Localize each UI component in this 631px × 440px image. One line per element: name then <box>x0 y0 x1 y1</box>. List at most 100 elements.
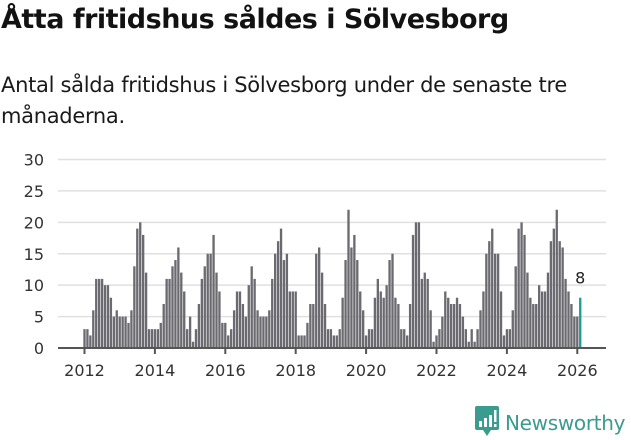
bar <box>540 291 544 348</box>
bar <box>100 278 104 348</box>
bar <box>186 329 189 348</box>
bar <box>174 260 177 348</box>
bar <box>502 335 506 348</box>
svg-text:2024: 2024 <box>487 361 528 380</box>
bar <box>341 297 344 348</box>
bar <box>514 266 517 348</box>
bar <box>250 266 253 348</box>
bar <box>426 278 429 348</box>
bar <box>473 341 476 348</box>
bar <box>435 335 438 348</box>
bar <box>136 228 139 348</box>
last-value-annotation: 8 <box>575 269 585 288</box>
bar <box>488 241 491 348</box>
bar <box>338 329 341 348</box>
bar <box>265 316 268 348</box>
chart-subtitle: Antal sålda fritidshus i Sölvesborg unde… <box>1 73 567 128</box>
bar <box>294 291 297 348</box>
bar <box>385 285 388 348</box>
bar <box>364 335 368 348</box>
bar <box>285 253 289 348</box>
bar <box>144 272 148 348</box>
bar <box>109 297 113 348</box>
bar <box>124 316 127 348</box>
bar <box>230 329 233 348</box>
bar <box>130 310 133 348</box>
bar <box>476 329 479 348</box>
bar <box>232 310 236 348</box>
bar <box>315 253 318 348</box>
bar <box>444 291 447 348</box>
bar <box>274 253 277 348</box>
bar <box>432 341 435 348</box>
bar <box>494 253 497 348</box>
bar <box>162 304 165 348</box>
x-axis: 2012 2014 2016 2018 2020 2022 2024 2026 <box>58 347 606 380</box>
bar <box>221 322 224 348</box>
bar <box>467 341 470 348</box>
bar <box>406 335 409 348</box>
svg-text:30: 30 <box>24 151 44 170</box>
bar <box>367 329 371 348</box>
bar <box>538 285 541 348</box>
bar <box>408 304 412 348</box>
chart-canvas: 0 5 10 15 20 25 30 2012 2014 2016 2018 2020 2022 202… <box>24 151 606 380</box>
y-axis: 0 5 10 15 20 25 30 <box>24 151 44 359</box>
bar <box>491 228 494 348</box>
bar <box>247 285 250 348</box>
bar <box>511 310 514 348</box>
bar <box>168 278 171 348</box>
bar <box>106 285 110 348</box>
bar <box>306 322 309 348</box>
bar <box>335 335 338 348</box>
bar <box>573 316 576 348</box>
logo-text: Newsworthy <box>505 411 626 435</box>
bar <box>382 297 385 348</box>
bar <box>127 322 130 348</box>
bar <box>241 304 245 348</box>
bar <box>183 291 186 348</box>
bar <box>92 310 95 348</box>
bar <box>455 297 459 348</box>
bar <box>576 316 579 348</box>
bar <box>276 241 280 348</box>
bar <box>259 316 262 348</box>
bar <box>150 329 154 348</box>
bar <box>121 316 124 348</box>
bar <box>561 247 564 348</box>
bar <box>505 329 509 348</box>
bar <box>417 222 421 348</box>
bar <box>188 316 192 348</box>
bar <box>400 329 403 348</box>
bar <box>438 329 441 348</box>
bar <box>543 291 547 348</box>
svg-text:2018: 2018 <box>275 361 316 380</box>
bar <box>517 228 520 348</box>
bar <box>546 272 550 348</box>
bar <box>297 335 300 348</box>
bar <box>309 304 312 348</box>
bar <box>535 304 538 348</box>
bar <box>271 278 274 348</box>
bar <box>291 291 294 348</box>
bar <box>227 335 230 348</box>
bar <box>403 329 406 348</box>
bar <box>499 291 503 348</box>
bar <box>147 329 151 348</box>
bar <box>312 304 315 348</box>
bar <box>482 291 485 348</box>
svg-text:2022: 2022 <box>416 361 457 380</box>
bar <box>441 316 444 348</box>
bar <box>359 291 362 348</box>
bar <box>570 304 573 348</box>
bar <box>332 335 335 348</box>
bar <box>244 316 247 348</box>
bar <box>303 335 306 348</box>
bar <box>218 291 221 348</box>
bar <box>370 329 374 348</box>
bar <box>526 272 529 348</box>
bar <box>89 335 92 348</box>
bar <box>376 278 379 348</box>
bar <box>552 228 555 348</box>
bar <box>118 316 121 348</box>
